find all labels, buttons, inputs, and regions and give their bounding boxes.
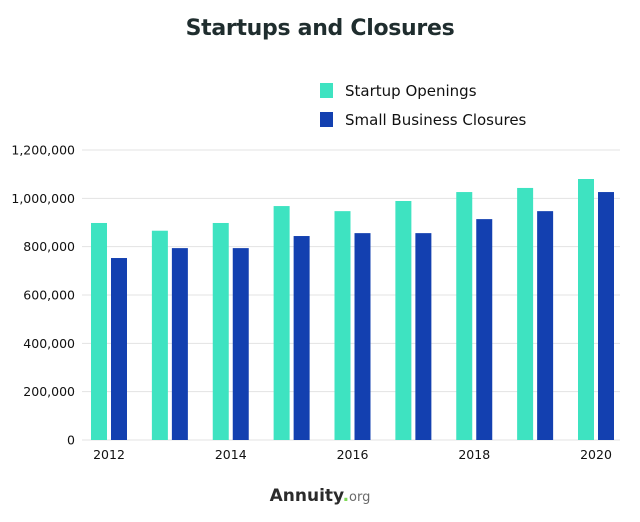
bar-startup-openings-2016 <box>334 211 351 440</box>
logo-suffix: org <box>349 490 371 505</box>
bar-small-business-closures-2015 <box>293 236 310 440</box>
bar-small-business-closures-2019 <box>537 211 554 440</box>
logo-dot: . <box>342 486 350 506</box>
bar-startup-openings-2018 <box>456 192 473 440</box>
x-tick-label: 2012 <box>93 447 125 462</box>
bar-startup-openings-2017 <box>395 200 412 440</box>
bar-small-business-closures-2017 <box>415 233 432 440</box>
x-axis-ticks: 2012 2014 2016 2018 2020 <box>93 447 612 462</box>
bar-small-business-closures-2020 <box>598 192 614 440</box>
legend-label-small-business-closures: Small Business Closures <box>345 110 527 129</box>
y-tick-label: 0 <box>67 433 75 448</box>
bar-small-business-closures-2016 <box>354 233 371 440</box>
bar-startup-openings-2013 <box>151 230 168 440</box>
bar-startup-openings-2014 <box>212 222 229 440</box>
y-tick-label: 400,000 <box>23 336 75 351</box>
x-tick-label: 2018 <box>458 447 490 462</box>
y-tick-label: 600,000 <box>23 288 75 303</box>
bar-small-business-closures-2014 <box>232 248 249 440</box>
legend-swatch-small-business-closures <box>320 112 333 127</box>
y-tick-label: 1,200,000 <box>11 143 75 158</box>
y-axis-ticks: 0 200,000 400,000 600,000 800,000 1,000,000 1,… <box>11 143 75 448</box>
legend-item-small-business-closures: Small Business Closures <box>320 105 526 134</box>
x-tick-label: 2020 <box>580 447 612 462</box>
logo-main-text: Annuity <box>269 486 343 506</box>
bar-startup-openings-2015 <box>273 206 290 440</box>
bars <box>91 179 614 440</box>
bar-startup-openings-2012 <box>91 222 107 440</box>
y-tick-label: 800,000 <box>23 239 75 254</box>
x-tick-label: 2016 <box>337 447 369 462</box>
bar-startup-openings-2019 <box>517 187 534 440</box>
legend-item-startup-openings: Startup Openings <box>320 76 526 105</box>
y-tick-label: 1,000,000 <box>11 191 75 206</box>
legend: Startup Openings Small Business Closures <box>320 76 526 134</box>
bar-small-business-closures-2013 <box>171 248 188 440</box>
annuity-logo: Annuity.org <box>0 486 640 506</box>
y-tick-label: 200,000 <box>23 384 75 399</box>
legend-label-startup-openings: Startup Openings <box>345 81 477 100</box>
bar-small-business-closures-2012 <box>111 258 127 440</box>
legend-swatch-startup-openings <box>320 83 333 98</box>
bar-small-business-closures-2018 <box>476 219 493 440</box>
x-tick-label: 2014 <box>215 447 247 462</box>
chart-title: Startups and Closures <box>185 16 455 41</box>
bar-startup-openings-2020 <box>578 179 594 440</box>
